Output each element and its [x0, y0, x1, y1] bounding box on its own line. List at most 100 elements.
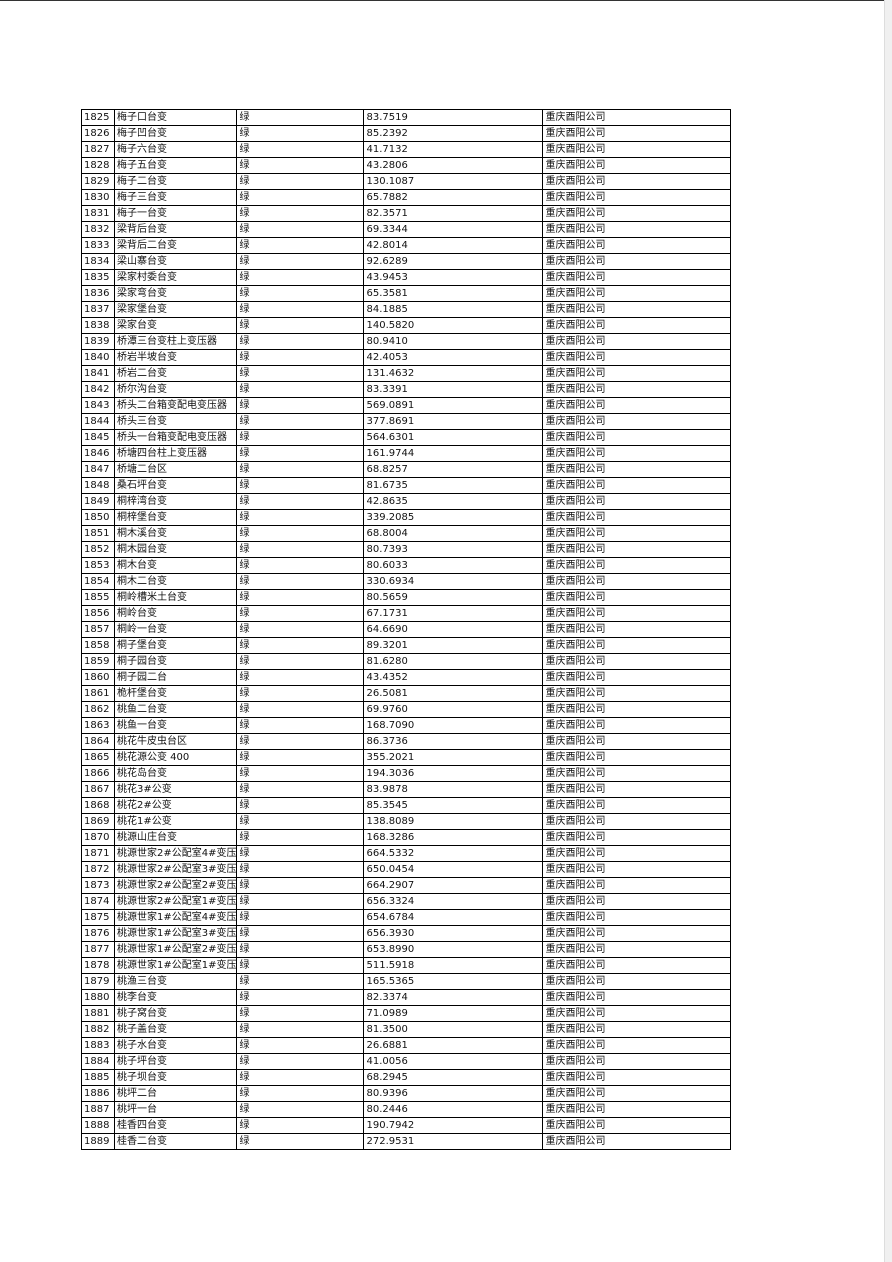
value-cell: 161.9744 [363, 445, 544, 462]
row-number-cell: 1865 [81, 749, 115, 766]
value-cell: 168.7090 [363, 717, 544, 734]
company-cell: 重庆酉阳公司 [542, 797, 732, 814]
value-cell: 80.7393 [363, 541, 544, 558]
company-cell: 重庆酉阳公司 [542, 1069, 732, 1086]
company-cell: 重庆酉阳公司 [542, 877, 732, 894]
status-cell: 绿 [236, 253, 365, 270]
table-row: 1879 桃渔三台变绿 165.5365 重庆酉阳公司 [81, 973, 732, 990]
row-number-cell: 1851 [81, 525, 115, 542]
status-cell: 绿 [236, 1005, 365, 1022]
company-cell: 重庆酉阳公司 [542, 957, 732, 974]
value-cell: 131.4632 [363, 365, 544, 382]
status-cell: 绿 [236, 989, 365, 1006]
status-cell: 绿 [236, 621, 365, 638]
row-number-cell: 1847 [81, 461, 115, 478]
status-cell: 绿 [236, 125, 365, 142]
company-cell: 重庆酉阳公司 [542, 429, 732, 446]
value-cell: 42.8014 [363, 237, 544, 254]
status-cell: 绿 [236, 269, 365, 286]
station-name-cell: 桐木台变 [113, 557, 238, 574]
status-cell: 绿 [236, 365, 365, 382]
status-cell: 绿 [236, 733, 365, 750]
value-cell: 165.5365 [363, 973, 544, 990]
status-cell: 绿 [236, 477, 365, 494]
value-cell: 83.3391 [363, 381, 544, 398]
value-cell: 138.8089 [363, 813, 544, 830]
company-cell: 重庆酉阳公司 [542, 1085, 732, 1102]
company-cell: 重庆酉阳公司 [542, 765, 732, 782]
table-row: 1845 桥头一台箱变配电变压器绿 564.6301 重庆酉阳公司 [81, 429, 732, 446]
value-cell: 69.9760 [363, 701, 544, 718]
company-cell: 重庆酉阳公司 [542, 205, 732, 222]
company-cell: 重庆酉阳公司 [542, 109, 732, 126]
table-row: 1868 桃花2#公变绿 85.3545 重庆酉阳公司 [81, 797, 732, 814]
station-name-cell: 梁家村委台变 [113, 269, 238, 286]
table-row: 1844 桥头三台变绿 377.8691 重庆酉阳公司 [81, 413, 732, 430]
table-row: 1862 桃鱼二台变绿 69.9760 重庆酉阳公司 [81, 701, 732, 718]
row-number-cell: 1881 [81, 1005, 115, 1022]
status-cell: 绿 [236, 1101, 365, 1118]
station-name-cell: 桃花2#公变 [113, 797, 238, 814]
status-cell: 绿 [236, 173, 365, 190]
company-cell: 重庆酉阳公司 [542, 573, 732, 590]
value-cell: 80.5659 [363, 589, 544, 606]
status-cell: 绿 [236, 109, 365, 126]
station-name-cell: 桥塘二台区 [113, 461, 238, 478]
station-name-cell: 梅子口台变 [113, 109, 238, 126]
row-number-cell: 1857 [81, 621, 115, 638]
table-row: 1861 桅杆堡台变绿 26.5081 重庆酉阳公司 [81, 685, 732, 702]
row-number-cell: 1843 [81, 397, 115, 414]
value-cell: 42.4053 [363, 349, 544, 366]
status-cell: 绿 [236, 461, 365, 478]
station-name-cell: 桥尔沟台变 [113, 381, 238, 398]
value-cell: 83.7519 [363, 109, 544, 126]
row-number-cell: 1838 [81, 317, 115, 334]
value-cell: 80.9410 [363, 333, 544, 350]
value-cell: 82.3374 [363, 989, 544, 1006]
table-row: 1832 梁背后台变绿 69.3344 重庆酉阳公司 [81, 221, 732, 238]
status-cell: 绿 [236, 557, 365, 574]
value-cell: 656.3324 [363, 893, 544, 910]
status-cell: 绿 [236, 429, 365, 446]
table-row: 1884 桃子坪台变绿 41.0056 重庆酉阳公司 [81, 1053, 732, 1070]
company-cell: 重庆酉阳公司 [542, 701, 732, 718]
station-name-cell: 桐岭台变 [113, 605, 238, 622]
row-number-cell: 1841 [81, 365, 115, 382]
table-row: 1856 桐岭台变绿 67.1731 重庆酉阳公司 [81, 605, 732, 622]
value-cell: 89.3201 [363, 637, 544, 654]
table-row: 1847 桥塘二台区绿 68.8257 重庆酉阳公司 [81, 461, 732, 478]
value-cell: 339.2085 [363, 509, 544, 526]
row-number-cell: 1875 [81, 909, 115, 926]
value-cell: 84.1885 [363, 301, 544, 318]
row-number-cell: 1885 [81, 1069, 115, 1086]
company-cell: 重庆酉阳公司 [542, 365, 732, 382]
station-name-cell: 桐岭槽米土台变 [113, 589, 238, 606]
table-row: 1871 桃源世家2#公配室4#变压绿 664.5332 重庆酉阳公司 [81, 845, 732, 862]
row-number-cell: 1860 [81, 669, 115, 686]
value-cell: 68.8257 [363, 461, 544, 478]
status-cell: 绿 [236, 589, 365, 606]
value-cell: 92.6289 [363, 253, 544, 270]
row-number-cell: 1840 [81, 349, 115, 366]
station-name-cell: 桃花源公变 400 [113, 749, 238, 766]
row-number-cell: 1866 [81, 765, 115, 782]
value-cell: 272.9531 [363, 1133, 544, 1150]
station-name-cell: 桃坪二台 [113, 1085, 238, 1102]
company-cell: 重庆酉阳公司 [542, 1053, 732, 1070]
table-row: 1872 桃源世家2#公配室3#变压绿 650.0454 重庆酉阳公司 [81, 861, 732, 878]
station-name-cell: 桥头二台箱变配电变压器 [113, 397, 238, 414]
row-number-cell: 1829 [81, 173, 115, 190]
company-cell: 重庆酉阳公司 [542, 237, 732, 254]
company-cell: 重庆酉阳公司 [542, 173, 732, 190]
status-cell: 绿 [236, 909, 365, 926]
station-name-cell: 梅子五台变 [113, 157, 238, 174]
station-name-cell: 桥岩二台变 [113, 365, 238, 382]
station-name-cell: 桃源世家2#公配室4#变压 [113, 845, 238, 862]
station-name-cell: 桃鱼二台变 [113, 701, 238, 718]
value-cell: 71.0989 [363, 1005, 544, 1022]
row-number-cell: 1839 [81, 333, 115, 350]
station-name-cell: 桥头三台变 [113, 413, 238, 430]
company-cell: 重庆酉阳公司 [542, 317, 732, 334]
status-cell: 绿 [236, 141, 365, 158]
station-name-cell: 梅子一台变 [113, 205, 238, 222]
